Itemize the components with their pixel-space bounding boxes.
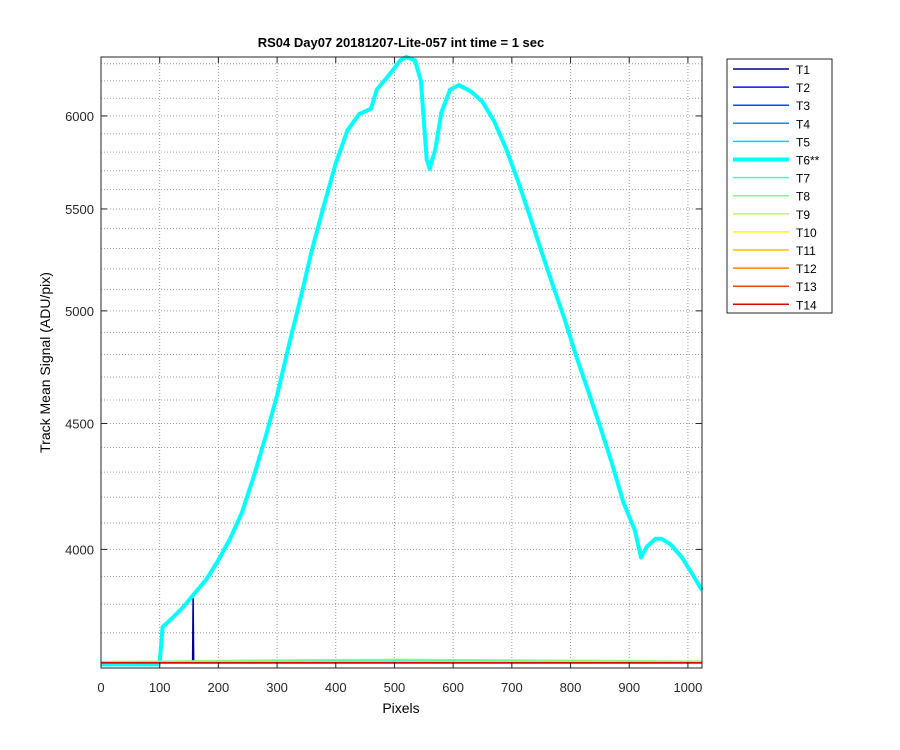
- y-tick-label: 4000: [65, 542, 94, 557]
- legend-box: [726, 58, 833, 314]
- legend-label: T7: [796, 172, 810, 186]
- x-tick-label: 100: [149, 680, 171, 695]
- axes: 0 100 200 300 400 500 600 700 800 900 1000 4000 4500…: [65, 56, 703, 695]
- x-tick-label: 500: [384, 680, 406, 695]
- legend-label: T6**: [796, 154, 820, 168]
- legend-label: T10: [796, 226, 817, 240]
- x-tick-label: 200: [208, 680, 230, 695]
- x-tick-label: 900: [618, 680, 640, 695]
- x-tick-label: 400: [325, 680, 347, 695]
- series-line-t6: [101, 55, 704, 667]
- x-axis-label: Pixels: [382, 700, 419, 716]
- chart-title: RS04 Day07 20181207-Lite-057 int time = …: [258, 35, 545, 50]
- series-layer: [100, 55, 704, 667]
- legend-label: T4: [796, 117, 810, 131]
- legend-label: T8: [796, 190, 810, 204]
- grid: [101, 57, 702, 668]
- axes-frame: [100, 56, 703, 669]
- legend-label: T3: [796, 99, 810, 113]
- legend-label: T13: [796, 280, 817, 294]
- y-tick-label: 6000: [65, 109, 94, 124]
- legend-label: T1: [796, 63, 810, 77]
- legend-label: T11: [796, 244, 816, 258]
- legend-label: T9: [796, 208, 810, 222]
- plot-area: [101, 57, 702, 668]
- legend-label: T2: [796, 81, 810, 95]
- y-tick-label: 5000: [65, 304, 94, 319]
- legend-label: T5: [796, 135, 810, 149]
- x-tick-label: 600: [442, 680, 464, 695]
- legend-label: T14: [796, 298, 817, 312]
- x-tick-label: 800: [560, 680, 582, 695]
- x-tick-label: 700: [501, 680, 523, 695]
- x-tick-label: 1000: [673, 680, 702, 695]
- x-tick-label: 300: [266, 680, 288, 695]
- y-axis-label: Track Mean Signal (ADU/pix): [37, 272, 53, 453]
- legend: T1 T2 T3 T4 T5 T6** T7 T8 T9 T10 T11 T12 T13 T14: [726, 58, 833, 314]
- legend-label: T12: [796, 262, 817, 276]
- series-line-t8: [100, 658, 703, 663]
- x-tick-label: 0: [97, 680, 104, 695]
- y-tick-label: 5500: [65, 202, 94, 217]
- y-tick-label: 4500: [65, 416, 94, 431]
